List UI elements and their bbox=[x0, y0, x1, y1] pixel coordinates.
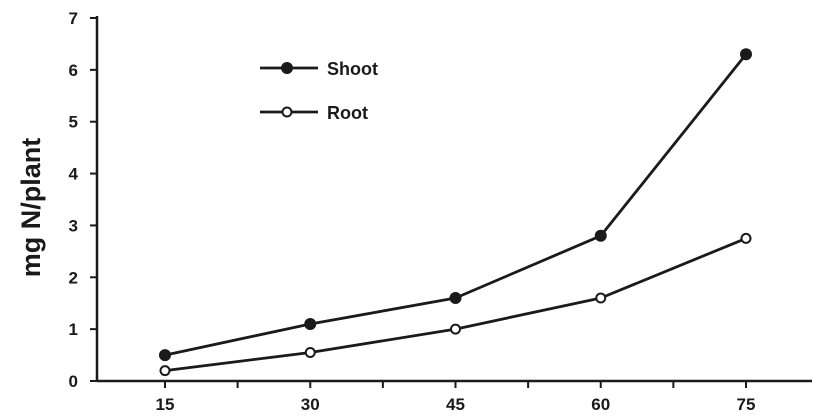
legend-item-root: Root bbox=[260, 103, 368, 123]
shoot-point bbox=[159, 349, 171, 362]
shoot-point bbox=[740, 48, 752, 61]
root-series bbox=[159, 232, 752, 377]
root-point bbox=[159, 365, 171, 377]
y-tick-label: 5 bbox=[69, 113, 78, 132]
x-tick-label: 75 bbox=[737, 395, 756, 414]
shoot-point bbox=[304, 317, 317, 330]
root-line bbox=[164, 237, 747, 372]
y-tick-label: 7 bbox=[69, 9, 78, 28]
legend-label-root: Root bbox=[327, 103, 368, 123]
y-tick-label: 0 bbox=[69, 372, 78, 391]
legend-label-shoot: Shoot bbox=[327, 59, 378, 79]
shoot-point bbox=[449, 292, 462, 305]
y-axis-label: mg N/plant bbox=[16, 138, 46, 278]
shoot-line bbox=[164, 53, 748, 357]
root-point bbox=[595, 292, 607, 304]
y-tick-label: 3 bbox=[69, 216, 78, 235]
y-tick-label: 1 bbox=[69, 320, 78, 339]
x-tick-label: 60 bbox=[591, 395, 610, 414]
x-axis-ticks: 15 30 45 60 75 bbox=[156, 381, 756, 414]
series-group bbox=[159, 48, 752, 377]
root-point bbox=[740, 232, 752, 244]
y-tick-label: 2 bbox=[69, 268, 78, 287]
legend-marker-root bbox=[281, 106, 293, 118]
root-point bbox=[304, 346, 316, 358]
x-tick-label: 45 bbox=[446, 395, 465, 414]
legend-item-shoot: Shoot bbox=[260, 59, 378, 79]
shoot-point bbox=[594, 229, 607, 242]
legend-marker-shoot bbox=[281, 62, 293, 74]
legend: Shoot Root bbox=[260, 59, 378, 123]
y-tick-label: 4 bbox=[69, 165, 79, 184]
x-tick-label: 15 bbox=[156, 395, 175, 414]
x-tick-label: 30 bbox=[301, 395, 320, 414]
root-point bbox=[450, 323, 461, 335]
y-tick-label: 6 bbox=[69, 61, 78, 80]
shoot-series bbox=[159, 48, 752, 362]
y-axis-ticks: 0 1 2 3 4 5 6 7 bbox=[69, 9, 97, 391]
